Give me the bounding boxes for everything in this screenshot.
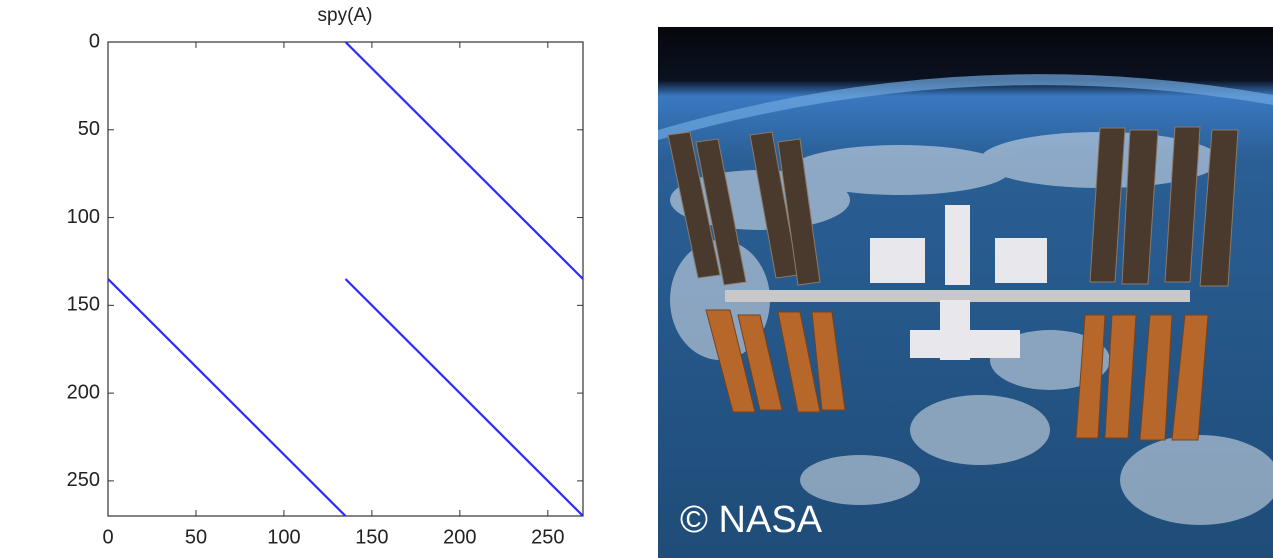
screen: spy(A)	[0, 0, 1273, 558]
nonzero-diagonal	[346, 279, 584, 516]
y-tick-label: 200	[67, 381, 100, 403]
x-tick-label: 150	[355, 526, 388, 548]
photo: © NASA	[658, 27, 1273, 558]
y-tick-label: 250	[67, 469, 100, 491]
nonzero-diagonal	[108, 279, 346, 516]
x-tick-label: 100	[267, 526, 300, 548]
x-tick-label: 0	[102, 526, 113, 548]
nonzero-diagonal	[346, 42, 584, 279]
photo-caption: © NASA	[680, 499, 823, 541]
y-tick-label: 0	[89, 30, 100, 52]
x-tick-label: 50	[185, 526, 207, 548]
x-tick-label: 200	[443, 526, 476, 548]
chart-title: spy(A)	[318, 5, 373, 26]
y-tick-label: 100	[67, 206, 100, 228]
y-tick-label: 50	[78, 118, 100, 140]
x-tick-label: 250	[531, 526, 564, 548]
y-tick-label: 150	[67, 294, 100, 316]
page: spy(A)	[0, 0, 1273, 558]
